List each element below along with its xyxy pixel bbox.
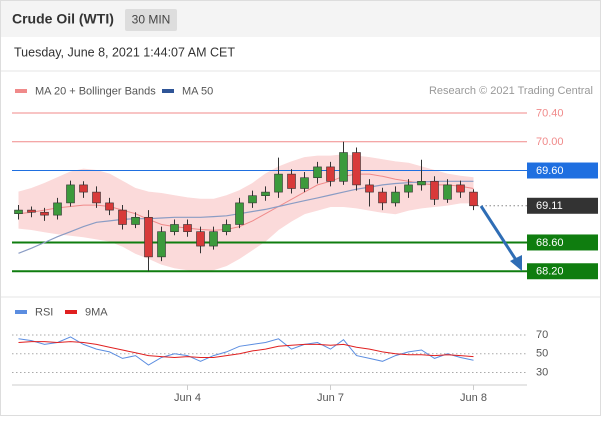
arrow-shaft (479, 205, 520, 264)
instrument-title: Crude Oil (WTI) (12, 11, 114, 27)
candle-body (170, 224, 179, 232)
candle-body (235, 202, 244, 225)
x-tick-label: Jun 4 (174, 392, 201, 404)
candle-body (287, 173, 296, 189)
legend-label: RSI (35, 306, 53, 318)
attribution: Research © 2021 Trading Central (429, 85, 593, 97)
header-bar (1, 1, 600, 37)
candle-body (469, 191, 478, 207)
candle-body (27, 209, 36, 213)
x-tick-label: Jun 8 (460, 392, 487, 404)
candle-body (313, 166, 322, 179)
legend-label: MA 50 (182, 85, 213, 97)
candle-body (274, 173, 283, 193)
level-box (527, 197, 598, 214)
candle-body (391, 191, 400, 204)
candle-body (118, 209, 127, 225)
candle-body (131, 216, 140, 225)
ma-20-line (18, 173, 474, 231)
level-label: 69.60 (536, 165, 564, 177)
arrow-head (510, 255, 522, 271)
level-label: 68.20 (536, 266, 564, 278)
forecast-arrow (479, 205, 522, 271)
legend-label: 9MA (85, 306, 108, 318)
candle-body (157, 231, 166, 258)
candle-body (92, 191, 101, 204)
candle-body (144, 216, 153, 258)
candle-body (430, 181, 439, 200)
bollinger-lower (18, 202, 474, 272)
candle-body (66, 184, 75, 204)
y-tick-label: 30 (536, 366, 548, 378)
x-tick-label: Jun 7 (317, 392, 344, 404)
candle-body (40, 211, 49, 216)
interval-button[interactable] (125, 9, 177, 31)
candle-body (183, 224, 192, 232)
y-tick-label: 50 (536, 348, 548, 360)
level-label: 70.40 (536, 107, 564, 119)
candle-body (456, 184, 465, 193)
candle-body (222, 224, 231, 232)
candle-body (404, 184, 413, 193)
candle-body (53, 202, 62, 216)
interval-label[interactable]: 30 MIN (132, 13, 171, 27)
candle-body (443, 184, 452, 200)
candle-body (339, 152, 348, 182)
legend-label: MA 20 + Bollinger Bands (35, 85, 156, 97)
rsi-line (18, 341, 474, 359)
level-label: 68.60 (536, 237, 564, 249)
candle-body (248, 195, 257, 204)
legend-swatch (65, 310, 77, 314)
ma-50-line (18, 180, 474, 254)
level-box (527, 162, 598, 179)
y-tick-label: 70 (536, 329, 548, 341)
legend-swatch (162, 89, 174, 93)
level-label: 69.11 (536, 200, 563, 212)
level-label: 70.00 (536, 136, 564, 148)
candle-body (261, 191, 270, 197)
candle-body (365, 184, 374, 193)
candle-body (209, 231, 218, 247)
candle-body (378, 191, 387, 204)
legend-swatch (15, 89, 27, 93)
candle-body (105, 202, 114, 211)
candle-body (79, 184, 88, 193)
candle-body (326, 166, 335, 182)
level-box (527, 263, 598, 280)
rsi-line (18, 336, 474, 366)
legend-swatch (15, 310, 27, 314)
timestamp: Tuesday, June 8, 2021 1:44:07 AM CET (14, 45, 235, 59)
candle-body (14, 209, 23, 214)
level-box (527, 234, 598, 251)
candle-body (196, 231, 205, 247)
candle-body (352, 152, 361, 186)
candle-body (300, 177, 309, 189)
candle-body (417, 181, 426, 186)
